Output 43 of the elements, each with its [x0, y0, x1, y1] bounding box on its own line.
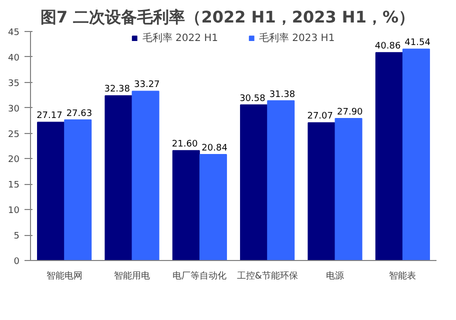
x-tick-label: 智能电网	[46, 270, 82, 282]
y-tick-label: 30	[8, 104, 20, 114]
data-label: 41.54	[404, 38, 431, 48]
bar	[64, 119, 92, 260]
bar	[375, 52, 403, 260]
y-tick-label: 45	[8, 28, 20, 38]
data-label: 40.86	[374, 42, 401, 52]
y-tick-label: 20	[8, 155, 20, 166]
y-tick-label: 5	[14, 232, 20, 242]
bar	[240, 104, 268, 260]
bar	[267, 100, 295, 260]
bar	[104, 95, 132, 260]
x-tick-label: 智能用电	[114, 270, 150, 282]
legend-label: 毛利率 2023 H1	[259, 32, 335, 45]
y-tick-label: 10	[8, 206, 20, 216]
y-tick-label: 40	[8, 53, 20, 64]
x-tick-label: 电厂等自动化	[172, 270, 227, 282]
bar	[308, 122, 336, 260]
bar	[37, 122, 65, 260]
chart-title: 图7 二次设备毛利率（2022 H1，2023 H1，%）	[40, 8, 414, 26]
y-tick-label: 25	[8, 130, 20, 140]
data-label: 27.63	[66, 108, 92, 119]
bar	[172, 150, 200, 260]
data-label: 30.58	[240, 94, 266, 104]
x-tick-label: 工控&节能环保	[236, 270, 298, 282]
x-tick-label: 智能表	[389, 270, 416, 282]
data-label: 21.60	[172, 140, 198, 150]
data-label: 27.07	[307, 112, 333, 122]
bar	[132, 90, 160, 260]
bar	[334, 118, 362, 260]
x-tick-label: 电源	[326, 270, 344, 282]
legend-label: 毛利率 2022 H1	[142, 32, 218, 45]
data-label: 20.84	[202, 143, 228, 154]
bar	[199, 154, 227, 260]
y-tick-label: 0	[14, 257, 20, 267]
data-label: 32.38	[104, 84, 130, 95]
data-label: 27.17	[36, 111, 62, 122]
data-label: 27.90	[337, 108, 364, 118]
data-label: 31.38	[269, 90, 296, 100]
bar	[402, 48, 430, 260]
data-label: 33.27	[134, 80, 160, 90]
y-tick-label: 35	[8, 78, 20, 89]
y-tick-label: 15	[8, 180, 20, 191]
